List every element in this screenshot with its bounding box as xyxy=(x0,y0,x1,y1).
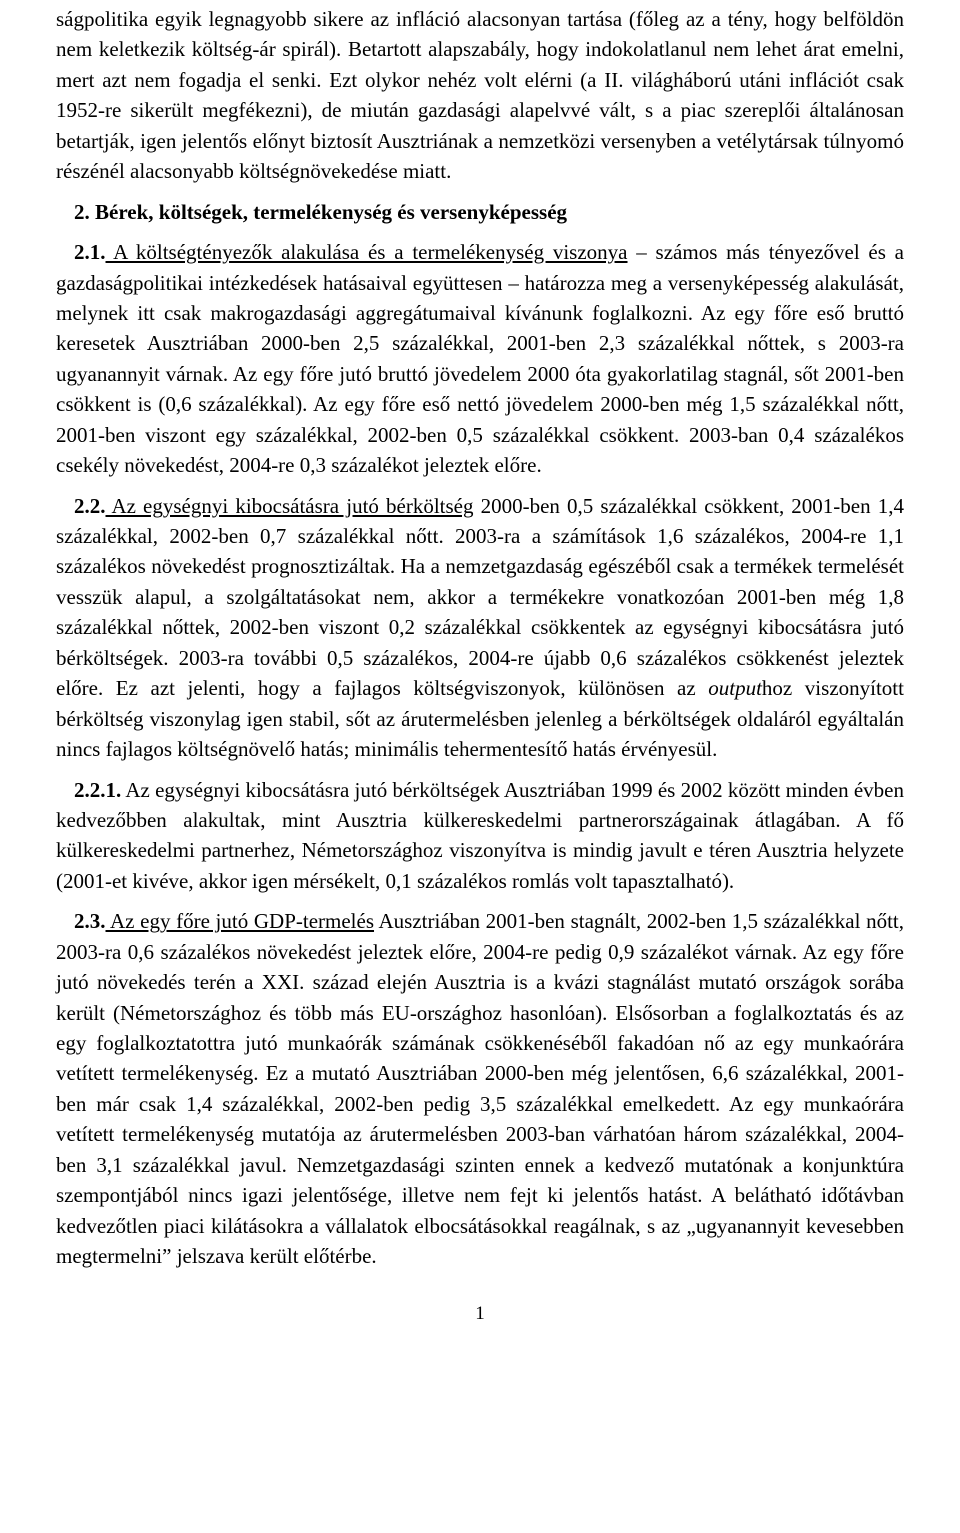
lead-2-3: Az egy főre jutó GDP-termelés xyxy=(106,909,375,933)
num-2-2: 2.2. xyxy=(74,494,106,518)
text-2-1: – számos más tényezővel és a gazdaságpol… xyxy=(56,240,904,477)
paragraph-2-2: 2.2. Az egységnyi kibocsátásra jutó bérk… xyxy=(56,491,904,765)
paragraph-2-3: 2.3. Az egy főre jutó GDP-termelés Auszt… xyxy=(56,906,904,1271)
document-page: ságpolitika egyik legnagyobb sikere az i… xyxy=(0,0,960,1533)
paragraph-2-2-1: 2.2.1. Az egységnyi kibocsátásra jutó bé… xyxy=(56,775,904,897)
lead-2-2: Az egységnyi kibocsátásra jutó bérköltsé… xyxy=(106,494,474,518)
text-2-3: Ausztriában 2001-ben stagnált, 2002-ben … xyxy=(56,909,904,1268)
num-2-1: 2.1. xyxy=(74,240,106,264)
num-2-3: 2.3. xyxy=(74,909,106,933)
page-number: 1 xyxy=(56,1300,904,1328)
italic-output: output xyxy=(708,676,762,700)
text-2-2a: 2000-ben 0,5 százalékkal csökkent, 2001-… xyxy=(56,494,904,701)
text-2-2-1: Az egységnyi kibocsátásra jutó bérköltsé… xyxy=(56,778,904,893)
heading-section-2: 2. Bérek, költségek, termelékenység és v… xyxy=(56,197,904,227)
num-2-2-1: 2.2.1. xyxy=(74,778,121,802)
paragraph-intro: ságpolitika egyik legnagyobb sikere az i… xyxy=(56,4,904,187)
paragraph-2-1: 2.1. A költségtényezők alakulása és a te… xyxy=(56,237,904,481)
lead-2-1: A költségtényezők alakulása és a termelé… xyxy=(106,240,628,264)
